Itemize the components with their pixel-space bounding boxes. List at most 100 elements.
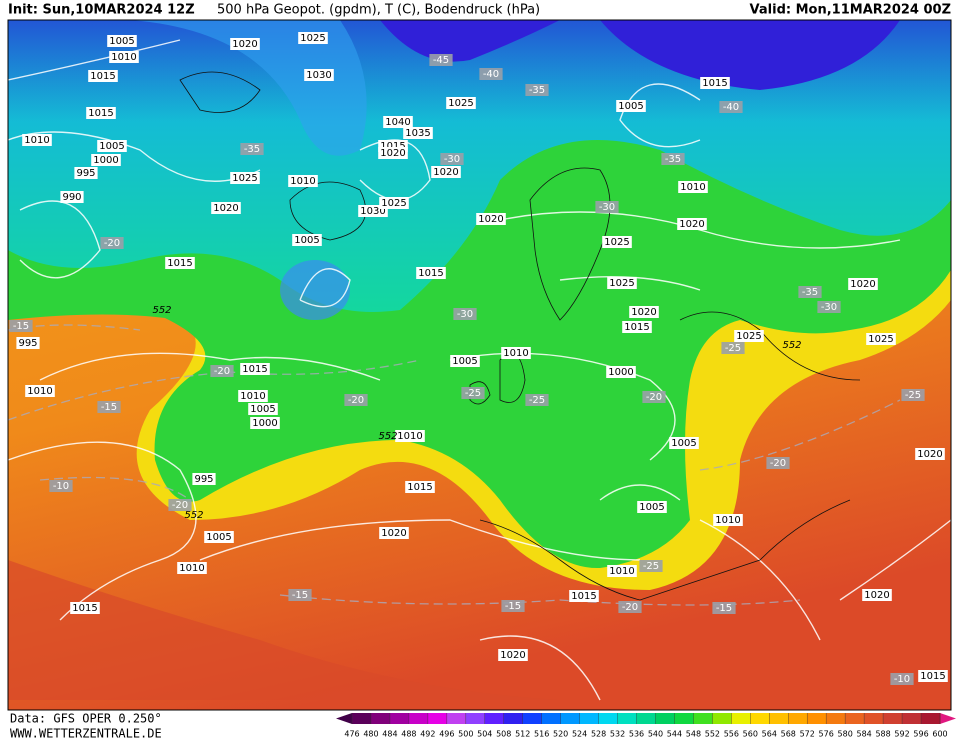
valid-time: Valid: Mon,11MAR2024 00Z [750,3,951,18]
temperature-label: -20 [622,602,638,613]
pressure-label-box [86,107,116,119]
colorbar-label: 512 [515,730,530,739]
pressure-label-box [16,337,40,349]
pressure-label-box [74,167,98,179]
pressure-label-box [622,321,652,333]
pressure-label: 1005 [452,356,477,367]
pressure-label-box [204,531,234,543]
pressure-label: 995 [194,474,213,485]
height-label: 552 [152,305,171,316]
pressure-label-box [501,347,531,359]
height-label: 552 [378,431,397,442]
colorbar-label: 600 [932,730,947,739]
colorbar-segment [655,713,675,724]
temperature-label: -35 [665,154,681,165]
pressure-label-box [450,355,480,367]
pressure-label: 1005 [206,532,231,543]
pressure-label: 1030 [360,206,385,217]
colorbar-label: 544 [667,730,682,739]
pressure-label-box [70,602,100,614]
colorbar-label: 548 [686,730,701,739]
temperature-label-box [618,601,642,613]
colorbar-segment [674,713,694,724]
temperature-label-box [240,143,264,155]
site-name: WWW.WETTERZENTRALE.DE [10,727,162,741]
pressure-label-box [109,51,139,63]
temperature-label: -40 [723,102,739,113]
pressure-label: 1020 [864,590,889,601]
temperature-label-box [639,560,663,572]
temperature-label-box [719,101,743,113]
pressure-label: 1010 [503,348,528,359]
colorbar-label: 564 [762,730,777,739]
map-area: 1005101010151020102510301015101010051000… [8,20,951,710]
colorbar-label: 520 [553,730,568,739]
colorbar-over [940,713,956,724]
temperature-label: -25 [643,561,659,572]
colorbar-segment [389,713,410,724]
colorbar-label: 536 [629,730,644,739]
pressure-label: 1025 [232,173,257,184]
pressure-label: 1005 [618,101,643,112]
pressure-label: 1025 [381,198,406,209]
pressure-label: 990 [62,192,81,203]
pressure-label-box [498,649,528,661]
pressure-label: 1005 [294,235,319,246]
colorbar-segment [883,713,903,724]
temperature-label-box [100,237,124,249]
temperature-label-box [429,54,453,66]
pressure-label-box [230,38,260,50]
temperature-label-box [9,320,33,332]
pressure-label: 1010 [290,176,315,187]
colorbar-segment [465,713,486,724]
temperature-label: -25 [529,395,545,406]
temperature-label: -10 [894,674,910,685]
pressure-label-box [678,181,708,193]
colorbar-label: 560 [743,730,758,739]
pressure-label-box [395,430,425,442]
pressure-label: 1020 [380,148,405,159]
pressure-label-box [607,277,637,289]
pressure-label: 1025 [300,33,325,44]
pressure-label: 1020 [213,203,238,214]
pressure-label-box [848,278,878,290]
temperature-label-box [440,153,464,165]
pressure-label: 1040 [385,117,410,128]
temperature-label-box [595,201,619,213]
pressure-label-box [403,127,433,139]
pressure-label-box [88,70,118,82]
colorbar-segment [769,713,789,724]
temperature-label: -30 [821,302,837,313]
colorbar-segment [826,713,846,724]
temperature-label-box [721,342,745,354]
pressure-label: 1015 [72,603,97,614]
map-labels: 1005101010151020102510301015101010051000… [9,32,948,685]
pressure-label: 1005 [671,438,696,449]
blue-lobe [130,20,367,156]
colorbar-segment [370,713,391,724]
colorbar-label: 592 [894,730,909,739]
pressure-label-box [734,330,764,342]
colorbar-label: 580 [838,730,853,739]
temperature-label: -20 [646,392,662,403]
colorbar-label: 504 [477,730,492,739]
colorbar-segment [845,713,865,724]
pressure-label: 1025 [604,237,629,248]
pressure-label: 1010 [715,515,740,526]
temperature-label-box [766,457,790,469]
pressure-label-box [230,172,260,184]
colorbar-label: 556 [724,730,739,739]
temperature-label-box [901,389,925,401]
colorbar-segment [864,713,884,724]
temperature-label-box [344,394,368,406]
pressure-label: 1005 [250,404,275,415]
height-label: 552 [782,340,801,351]
colorbar-label: 484 [382,730,397,739]
pressure-label-box [866,333,896,345]
temperature-label: -10 [53,481,69,492]
temperature-label: -35 [802,287,818,298]
temperature-label: -20 [104,238,120,249]
pressure-label: 1025 [736,331,761,342]
temperature-label-box [288,589,312,601]
